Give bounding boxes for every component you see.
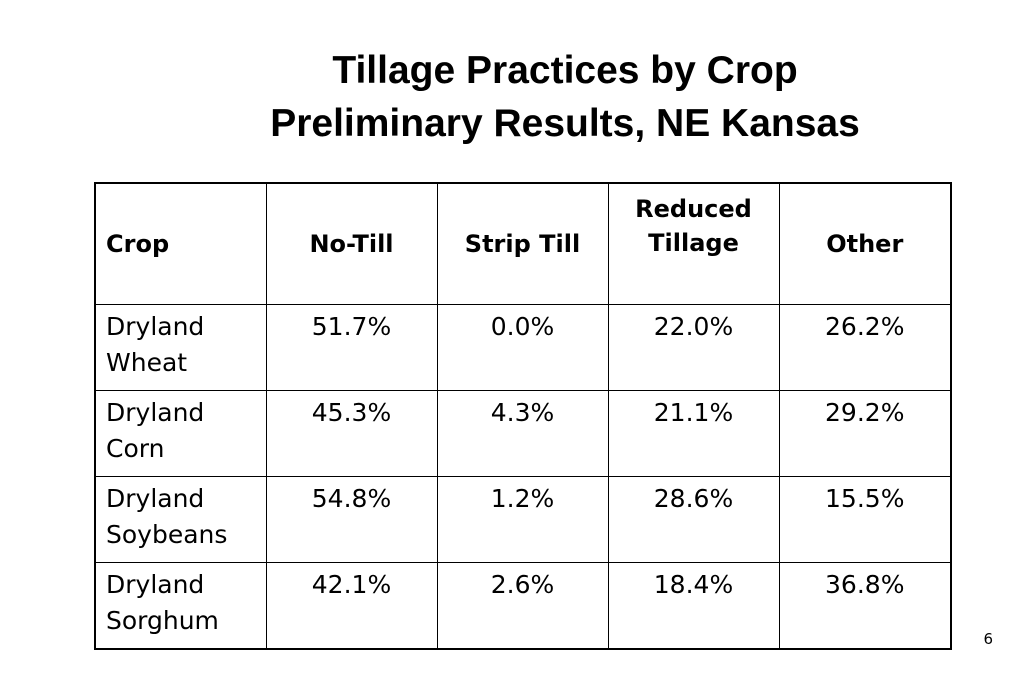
crop-line-2: Wheat xyxy=(106,348,188,377)
table-row: Dryland Sorghum 42.1% 2.6% 18.4% 36.8% xyxy=(94,562,952,650)
header-other: Other xyxy=(778,182,952,305)
crop-cell: Dryland Sorghum xyxy=(94,562,267,650)
crop-cell: Dryland Soybeans xyxy=(94,476,267,563)
no-till-cell: 42.1% xyxy=(265,562,438,650)
reduced-tillage-cell: 18.4% xyxy=(607,562,780,650)
table-row: Dryland Corn 45.3% 4.3% 21.1% 29.2% xyxy=(94,390,952,477)
page-number: 6 xyxy=(983,630,993,648)
header-row: Crop No-Till Strip Till Reduced Tillage … xyxy=(94,182,952,305)
tillage-table: Crop No-Till Strip Till Reduced Tillage … xyxy=(94,182,952,650)
header-strip-till: Strip Till xyxy=(436,182,609,305)
no-till-cell: 51.7% xyxy=(265,304,438,391)
slide-title: Tillage Practices by Crop Preliminary Re… xyxy=(150,44,980,150)
crop-cell: Dryland Wheat xyxy=(94,304,267,391)
reduced-tillage-cell: 21.1% xyxy=(607,390,780,477)
table-row: Dryland Wheat 51.7% 0.0% 22.0% 26.2% xyxy=(94,304,952,391)
header-reduced-line-1: Reduced xyxy=(635,195,752,223)
crop-line-2: Sorghum xyxy=(106,606,219,635)
crop-line-2: Corn xyxy=(106,434,165,463)
no-till-cell: 45.3% xyxy=(265,390,438,477)
crop-line-1: Dryland xyxy=(106,484,205,513)
header-reduced-tillage: Reduced Tillage xyxy=(607,182,780,305)
other-cell: 26.2% xyxy=(778,304,952,391)
header-crop: Crop xyxy=(94,182,267,305)
other-cell: 29.2% xyxy=(778,390,952,477)
header-no-till: No-Till xyxy=(265,182,438,305)
strip-till-cell: 2.6% xyxy=(436,562,609,650)
no-till-cell: 54.8% xyxy=(265,476,438,563)
crop-line-2: Soybeans xyxy=(106,520,228,549)
crop-line-1: Dryland xyxy=(106,312,205,341)
strip-till-cell: 0.0% xyxy=(436,304,609,391)
title-line-2: Preliminary Results, NE Kansas xyxy=(270,102,860,145)
crop-line-1: Dryland xyxy=(106,570,205,599)
reduced-tillage-cell: 22.0% xyxy=(607,304,780,391)
title-line-1: Tillage Practices by Crop xyxy=(332,49,798,92)
table-row: Dryland Soybeans 54.8% 1.2% 28.6% 15.5% xyxy=(94,476,952,563)
crop-cell: Dryland Corn xyxy=(94,390,267,477)
strip-till-cell: 4.3% xyxy=(436,390,609,477)
strip-till-cell: 1.2% xyxy=(436,476,609,563)
reduced-tillage-cell: 28.6% xyxy=(607,476,780,563)
header-reduced-line-2: Tillage xyxy=(648,229,739,257)
other-cell: 15.5% xyxy=(778,476,952,563)
other-cell: 36.8% xyxy=(778,562,952,650)
crop-line-1: Dryland xyxy=(106,398,205,427)
